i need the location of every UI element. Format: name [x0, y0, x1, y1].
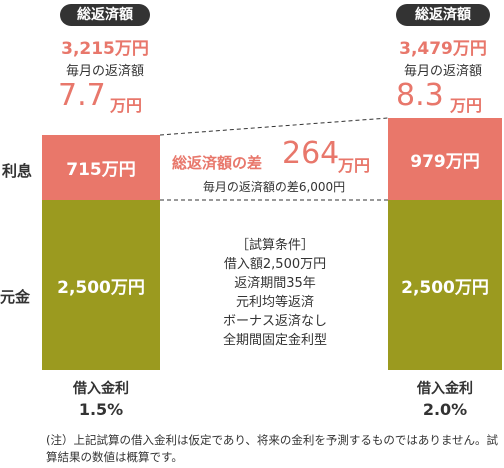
- conditions: ［試算条件］ 借入額2,500万円 返済期間35年 元利均等返済 ボーナス返済なし 全期間…: [180, 236, 370, 350]
- monthly-label: 毎月の返済額: [65, 64, 144, 79]
- condition-line: ボーナス返済なし: [222, 314, 327, 329]
- total: 3,215万円: [61, 39, 149, 59]
- condition-line: 返済期間35年: [234, 276, 316, 291]
- badge: 総返済額: [396, 4, 490, 26]
- row-label: 元金: [0, 288, 31, 306]
- total: 3,479万円: [399, 39, 487, 59]
- difference-unit: 万円: [338, 156, 371, 175]
- principal-bar: 2,500万円: [42, 200, 160, 370]
- rate: 1.5%: [78, 400, 124, 419]
- rate-label: 借入金利: [73, 381, 129, 397]
- badge: 総返済額: [60, 4, 150, 26]
- monthly-unit: 万円: [450, 96, 483, 115]
- difference-amount: 264: [282, 136, 340, 171]
- difference-monthly: 毎月の返済額の差6,000円: [202, 180, 346, 194]
- interest-bar: 715万円: [42, 135, 160, 200]
- monthly-label: 毎月の返済額: [403, 64, 482, 79]
- condition-line: ［試算条件］: [235, 238, 314, 253]
- monthly-amount: 8.3: [396, 78, 444, 113]
- row-label: 利息: [2, 162, 33, 180]
- note: (注）上記試算の借入金利は仮定であり、将来の金利を予測するものではありません。試…: [46, 433, 499, 464]
- monthly-unit: 万円: [110, 96, 143, 115]
- condition-line: 借入額2,500万円: [223, 257, 327, 272]
- dashed-line: [159, 117, 389, 136]
- rate: 2.0%: [422, 400, 468, 419]
- interest-bar: 979万円: [388, 118, 502, 200]
- condition-line: 元利均等返済: [235, 295, 314, 310]
- rate-label: 借入金利: [417, 381, 473, 397]
- monthly-amount: 7.7: [58, 78, 106, 113]
- difference-label: 総返済額の差: [172, 154, 263, 172]
- condition-line: 全期間固定金利型: [222, 333, 327, 348]
- principal-bar: 2,500万円: [388, 200, 502, 370]
